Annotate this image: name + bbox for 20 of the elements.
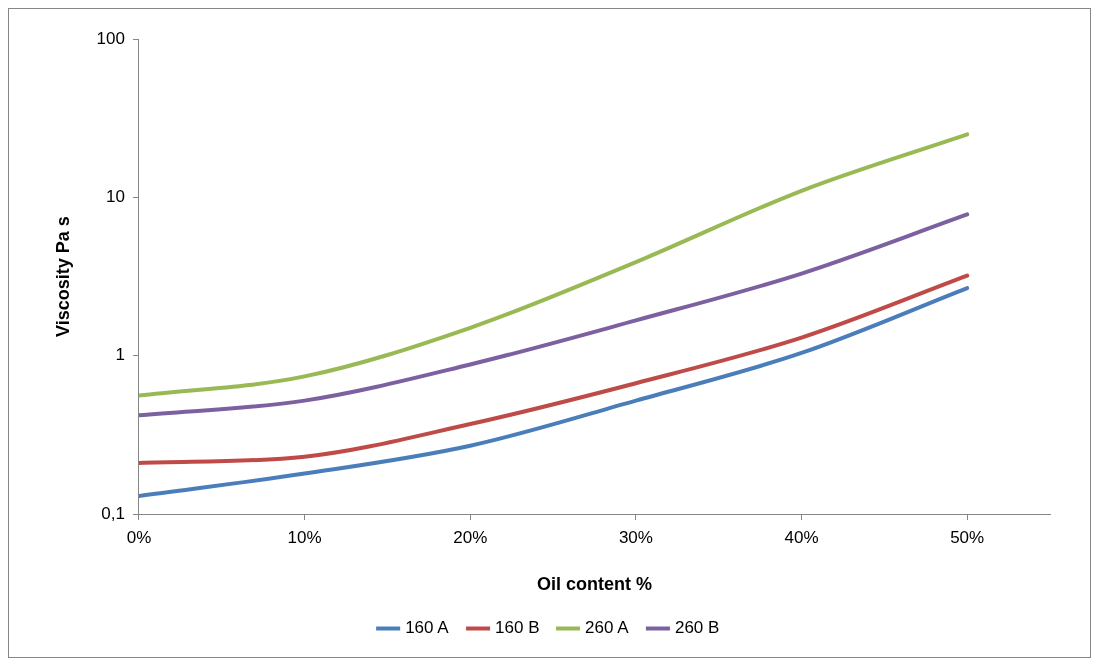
legend-label: 160 A: [405, 618, 450, 638]
legend-label: 260 B: [674, 618, 720, 638]
x-tick-label: 50%: [950, 527, 985, 547]
x-tick-label: 20%: [453, 527, 488, 547]
x-tick-label: 40%: [784, 527, 819, 547]
x-tick-label: 30%: [618, 527, 653, 547]
line-series: [138, 286, 970, 498]
legend-label: 260 A: [585, 618, 630, 638]
y-tick-label: 100: [96, 28, 125, 48]
x-axis-title: Oil content %: [536, 574, 652, 595]
y-axis-title: Viscosity Pa s: [52, 216, 73, 337]
y-tick-label: 10: [106, 187, 125, 207]
line-series: [138, 273, 970, 465]
x-tick-label: 10%: [287, 527, 322, 547]
line-series: [138, 212, 970, 418]
y-tick-label: 0,1: [101, 503, 125, 523]
legend-label: 160 B: [495, 618, 540, 638]
line-series: [138, 132, 970, 398]
y-tick-label: 1: [115, 345, 125, 365]
x-tick-label: 0%: [126, 527, 152, 547]
